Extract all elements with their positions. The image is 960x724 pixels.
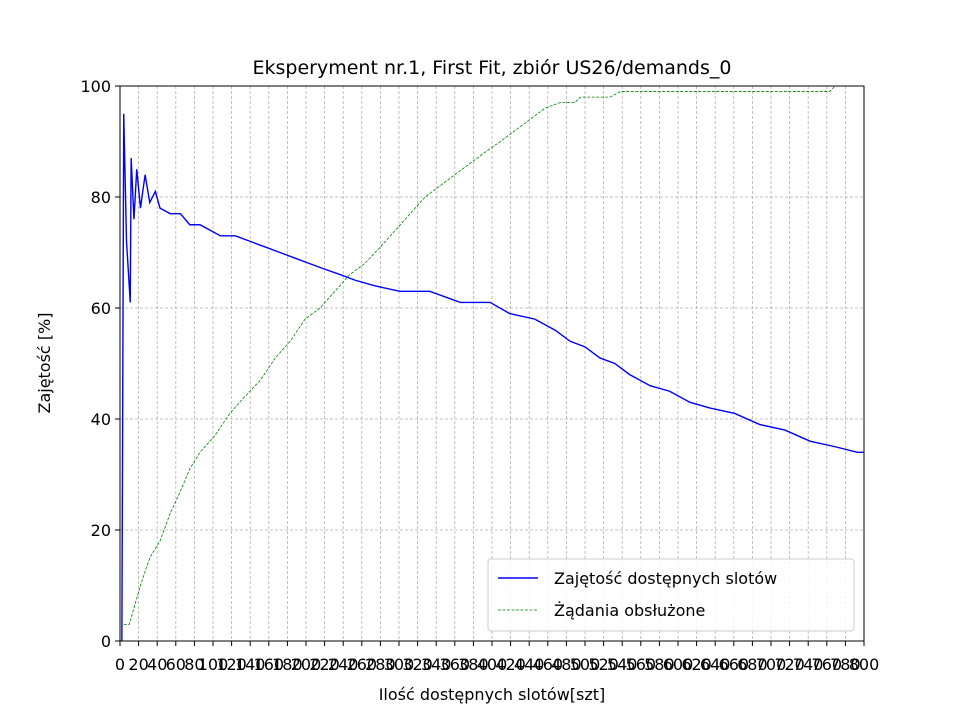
- x-tick-label: 60: [166, 655, 186, 674]
- x-tick-label: 720: [774, 655, 805, 674]
- plot-frame: [119, 85, 865, 642]
- chart-title: Eksperyment nr.1, First Fit, zbiór US26/…: [253, 57, 732, 79]
- y-tick-label: 0: [101, 632, 111, 651]
- x-tick-label: 20: [128, 655, 148, 674]
- x-tick-label: 180: [272, 655, 303, 674]
- x-tick-label: 260: [347, 655, 378, 674]
- x-tick-label: 560: [626, 655, 657, 674]
- y-axis-label: Zajętość [%]: [35, 312, 54, 413]
- x-tick-label: 460: [533, 655, 564, 674]
- x-tick-label: 280: [365, 655, 396, 674]
- y-tick-label: 20: [91, 521, 111, 540]
- legend-label: Zajętość dostępnych slotów: [554, 569, 777, 588]
- x-tick-label: 500: [570, 655, 601, 674]
- x-tick-label: 220: [309, 655, 340, 674]
- y-tick-label: 60: [91, 299, 111, 318]
- legend-label: Żądania obsłużone: [554, 601, 705, 620]
- x-tick-label: 780: [830, 655, 861, 674]
- x-tick-label: 800: [849, 655, 880, 674]
- x-tick-label: 700: [756, 655, 787, 674]
- x-tick-label: 340: [421, 655, 452, 674]
- x-tick-label: 140: [235, 655, 266, 674]
- x-tick-label: 760: [812, 655, 843, 674]
- x-tick-label: 80: [184, 655, 204, 674]
- data-line: [123, 85, 864, 625]
- legend-box: [487, 558, 855, 632]
- x-tick-label: 600: [663, 655, 694, 674]
- x-tick-label: 200: [291, 655, 322, 674]
- x-tick-label: 640: [700, 655, 731, 674]
- x-tick-label: 540: [607, 655, 638, 674]
- x-tick-label: 440: [514, 655, 545, 674]
- x-tick-label: 100: [198, 655, 229, 674]
- x-tick-label: 660: [719, 655, 750, 674]
- x-tick-label: 400: [477, 655, 508, 674]
- x-tick-label: 740: [793, 655, 824, 674]
- x-tick-label: 40: [147, 655, 167, 674]
- x-tick-label: 420: [495, 655, 526, 674]
- y-tick-label: 80: [91, 188, 111, 207]
- data-line: [121, 113, 864, 642]
- x-tick-label: 120: [216, 655, 247, 674]
- x-tick-label: 680: [737, 655, 768, 674]
- y-tick-label: 40: [91, 410, 111, 429]
- x-tick-label: 380: [458, 655, 489, 674]
- x-axis-label: Ilość dostępnych slotów[szt]: [379, 685, 606, 704]
- x-tick-label: 160: [254, 655, 285, 674]
- y-tick-label: 100: [80, 77, 111, 96]
- x-tick-label: 580: [644, 655, 675, 674]
- x-tick-label: 0: [115, 655, 125, 674]
- x-tick-label: 300: [384, 655, 415, 674]
- x-tick-label: 480: [551, 655, 582, 674]
- x-tick-label: 240: [328, 655, 359, 674]
- x-tick-label: 360: [440, 655, 471, 674]
- x-tick-label: 320: [402, 655, 433, 674]
- x-tick-label: 620: [681, 655, 712, 674]
- x-tick-label: 520: [588, 655, 619, 674]
